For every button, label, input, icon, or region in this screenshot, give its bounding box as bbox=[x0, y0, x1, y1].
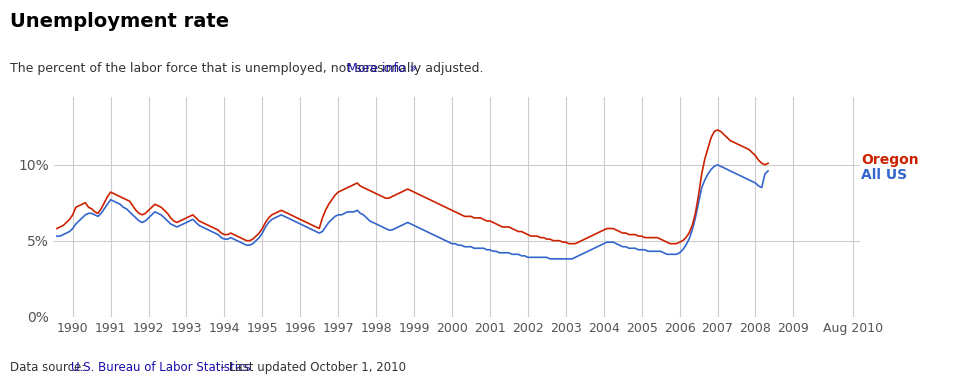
Text: - Last updated October 1, 2010: - Last updated October 1, 2010 bbox=[217, 361, 405, 374]
Text: Oregon: Oregon bbox=[861, 153, 918, 167]
Text: All US: All US bbox=[861, 168, 907, 183]
Text: U.S. Bureau of Labor Statistics: U.S. Bureau of Labor Statistics bbox=[71, 361, 251, 374]
Text: More info »: More info » bbox=[347, 62, 417, 75]
Text: Unemployment rate: Unemployment rate bbox=[10, 12, 229, 30]
Text: Data source:: Data source: bbox=[10, 361, 89, 374]
Text: The percent of the labor force that is unemployed, not seasonally adjusted.: The percent of the labor force that is u… bbox=[10, 62, 484, 75]
